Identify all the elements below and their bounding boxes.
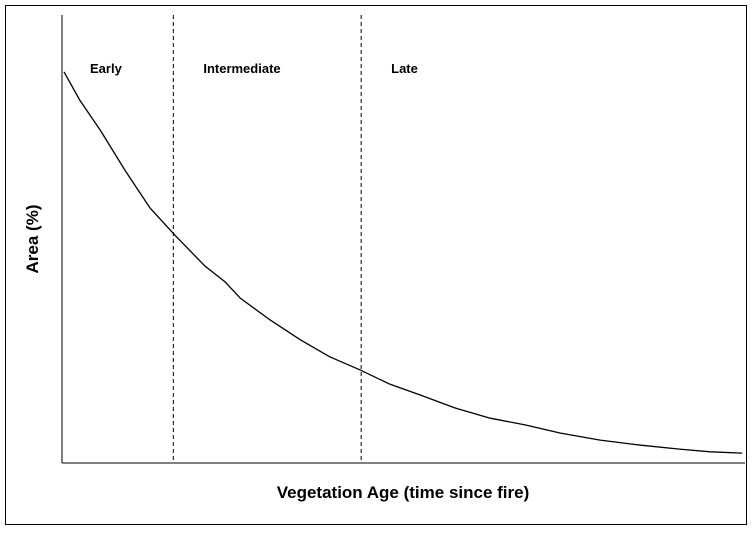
frame [5,5,747,525]
stage-label: Late [391,61,418,76]
line [63,71,743,454]
stage-label: Early [90,61,123,76]
x-axis-label: Vegetation Age (time since fire) [277,483,530,502]
stage-label: Intermediate [203,61,280,76]
y-axis-label: Area (%) [23,205,42,274]
